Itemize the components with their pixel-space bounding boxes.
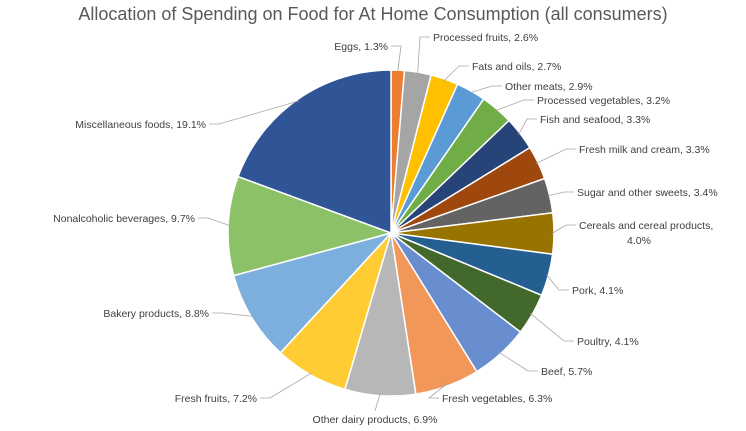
slice-label: Other dairy products, 6.9% — [313, 414, 438, 426]
leader-line — [530, 313, 574, 342]
pie-slice-nonalcoholic-beverages — [227, 175, 394, 277]
slice-label: Beef, 5.7% — [541, 366, 592, 378]
leader-line — [536, 148, 576, 164]
leader-line — [547, 191, 574, 197]
slice-label: Fresh vegetables, 6.3% — [442, 393, 552, 405]
leader-line — [427, 383, 448, 399]
slice-label: Poultry, 4.1% — [577, 336, 639, 348]
leader-line — [546, 274, 569, 291]
slice-label: Fresh milk and cream, 3.3% — [579, 144, 710, 156]
leader-line — [374, 393, 381, 412]
leader-line — [198, 217, 231, 227]
leader-line — [212, 312, 254, 317]
slice-label: Other meats, 2.9% — [505, 81, 593, 93]
slice-label: Nonalcoholic beverages, 9.7% — [53, 213, 195, 225]
leader-line — [443, 65, 469, 82]
slice-label: Eggs, 1.3% — [334, 41, 388, 53]
leader-line — [391, 45, 402, 73]
leader-line — [495, 99, 534, 111]
pie-slice-bakery-products — [232, 231, 394, 354]
leader-line — [498, 351, 538, 372]
slice-label: Cereals and cereal products, 4.0% — [579, 220, 713, 247]
leader-line — [260, 372, 312, 399]
slice-label: Fats and oils, 2.7% — [472, 61, 561, 73]
slice-label: Pork, 4.1% — [572, 285, 623, 297]
slice-label: Fish and seafood, 3.3% — [540, 114, 650, 126]
slice-label: Sugar and other sweets, 3.4% — [577, 187, 718, 199]
slice-label: Processed vegetables, 3.2% — [537, 95, 670, 107]
chart-title: Allocation of Spending on Food for At Ho… — [78, 4, 668, 24]
leader-line — [417, 36, 430, 75]
slice-label: Miscellaneous foods, 19.1% — [75, 119, 206, 131]
slice-label: Bakery products, 8.8% — [103, 308, 209, 320]
leader-line — [209, 100, 300, 125]
slice-label: Fresh fruits, 7.2% — [175, 393, 257, 405]
leader-line — [469, 85, 502, 94]
leader-line — [518, 118, 537, 135]
pie-slice-miscellaneous-foods — [237, 69, 392, 235]
leader-line — [551, 224, 576, 234]
slice-label: Processed fruits, 2.6% — [433, 32, 538, 44]
